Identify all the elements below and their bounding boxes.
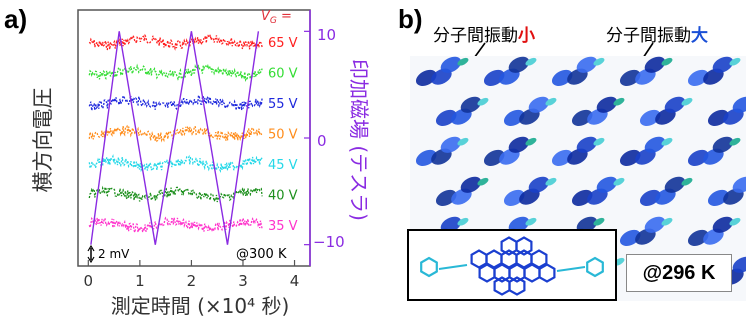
x-tick-label-2: 2 [187,272,197,290]
x-tick-label-4: 4 [290,272,300,290]
scale-bar-label: 2 mV [98,247,130,261]
crystal-panel: 分子間振動小 分子間振動大 @296 K [395,0,748,325]
right-tick-minus10: −10 [313,233,345,251]
series-label-40-V: 40 V [268,189,298,204]
molecule-structure [420,236,604,296]
magnetic-field-line [90,31,260,245]
series-line-55-V [88,93,263,112]
molecule-inset [407,229,617,301]
series-line-45-V [88,154,263,174]
panel-b-label: b) [398,4,423,34]
vg-label: VG = [261,9,292,26]
panel-a-label: a) [4,4,28,34]
annotation-large-vibration: 分子間振動大 [606,26,708,46]
series-label-65-V: 65 V [268,36,298,51]
series-line-40-V [88,185,263,204]
x-tick-label-3: 3 [238,272,248,290]
series-line-60-V [88,63,263,82]
right-axis-label: 印加磁場 (テスラ) [347,59,371,221]
series-line-65-V [88,33,263,51]
temperature-label-b: @296 K [626,254,732,292]
x-axis-label: 測定時間 (×10⁴ 秒) [111,294,290,318]
x-tick-label-1: 1 [135,272,145,290]
x-tick-label-0: 0 [84,272,94,290]
annotation-small-vibration: 分子間振動小 [433,26,535,46]
series-line-50-V [88,124,263,143]
series-label-60-V: 60 V [268,67,298,82]
series-label-35-V: 35 V [268,219,298,234]
right-tick-10: 10 [317,26,336,44]
temperature-label-a: @300 K [236,247,287,262]
series-label-45-V: 45 V [268,158,298,173]
series-line-35-V [88,215,263,235]
right-tick-0: 0 [317,132,327,150]
left-axis-label: 横方向電圧 [31,88,55,193]
series-label-55-V: 55 V [268,97,298,112]
series-label-50-V: 50 V [268,128,298,143]
scale-bar [87,244,95,264]
